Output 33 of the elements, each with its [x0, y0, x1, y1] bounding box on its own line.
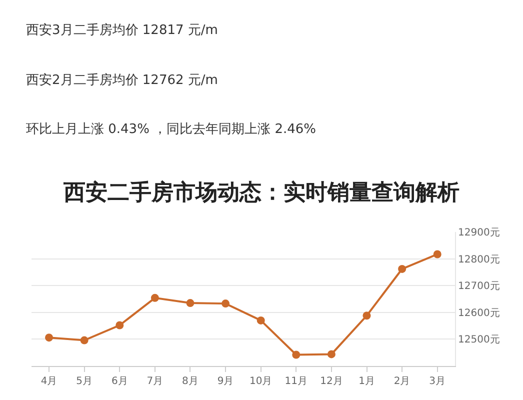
- point: [398, 264, 406, 273]
- point: [362, 312, 371, 320]
- point: [186, 299, 194, 308]
- text: 西安3月二手房均价 12817 元/m: [26, 22, 218, 38]
- y-tick-label: 12700元: [458, 281, 500, 292]
- text: 西安2月二手房均价 12762 元/m: [26, 72, 218, 88]
- x-tick-label: 11月: [284, 376, 308, 387]
- y-tick-label: 12500元: [458, 334, 500, 346]
- point: [433, 250, 442, 258]
- point: [80, 336, 88, 344]
- text: 环比上月上涨 0.43% ，同比去年同期上涨 2.46%: [26, 122, 316, 137]
- chart-title: 西安二手房市场动态：实时销量查询解析: [62, 180, 460, 206]
- y-tick-label: 12900元: [458, 228, 500, 238]
- x-tick-label: 10月: [249, 376, 272, 387]
- point: [256, 316, 265, 324]
- y-tick-label: 12800元: [458, 254, 500, 266]
- point: [45, 334, 54, 342]
- x-tick-label: 12月: [320, 376, 343, 387]
- x-tick-label: 7月: [146, 376, 164, 387]
- x-tick-label: 8月: [182, 376, 198, 387]
- point: [222, 300, 230, 308]
- point: [116, 321, 124, 330]
- x-tick-label: 6月: [111, 376, 128, 387]
- x-tick-label: 5月: [76, 376, 93, 387]
- x-tick-label: 2月: [394, 376, 410, 387]
- x-tick-label: 1月: [358, 376, 375, 387]
- point: [327, 350, 336, 358]
- y-tick-label: 12600元: [458, 308, 500, 319]
- point: [292, 350, 300, 359]
- x-tick-label: 4月: [40, 376, 58, 387]
- x-tick-label: 9月: [217, 376, 234, 387]
- point: [150, 294, 159, 302]
- x-tick-label: 3月: [429, 376, 446, 387]
